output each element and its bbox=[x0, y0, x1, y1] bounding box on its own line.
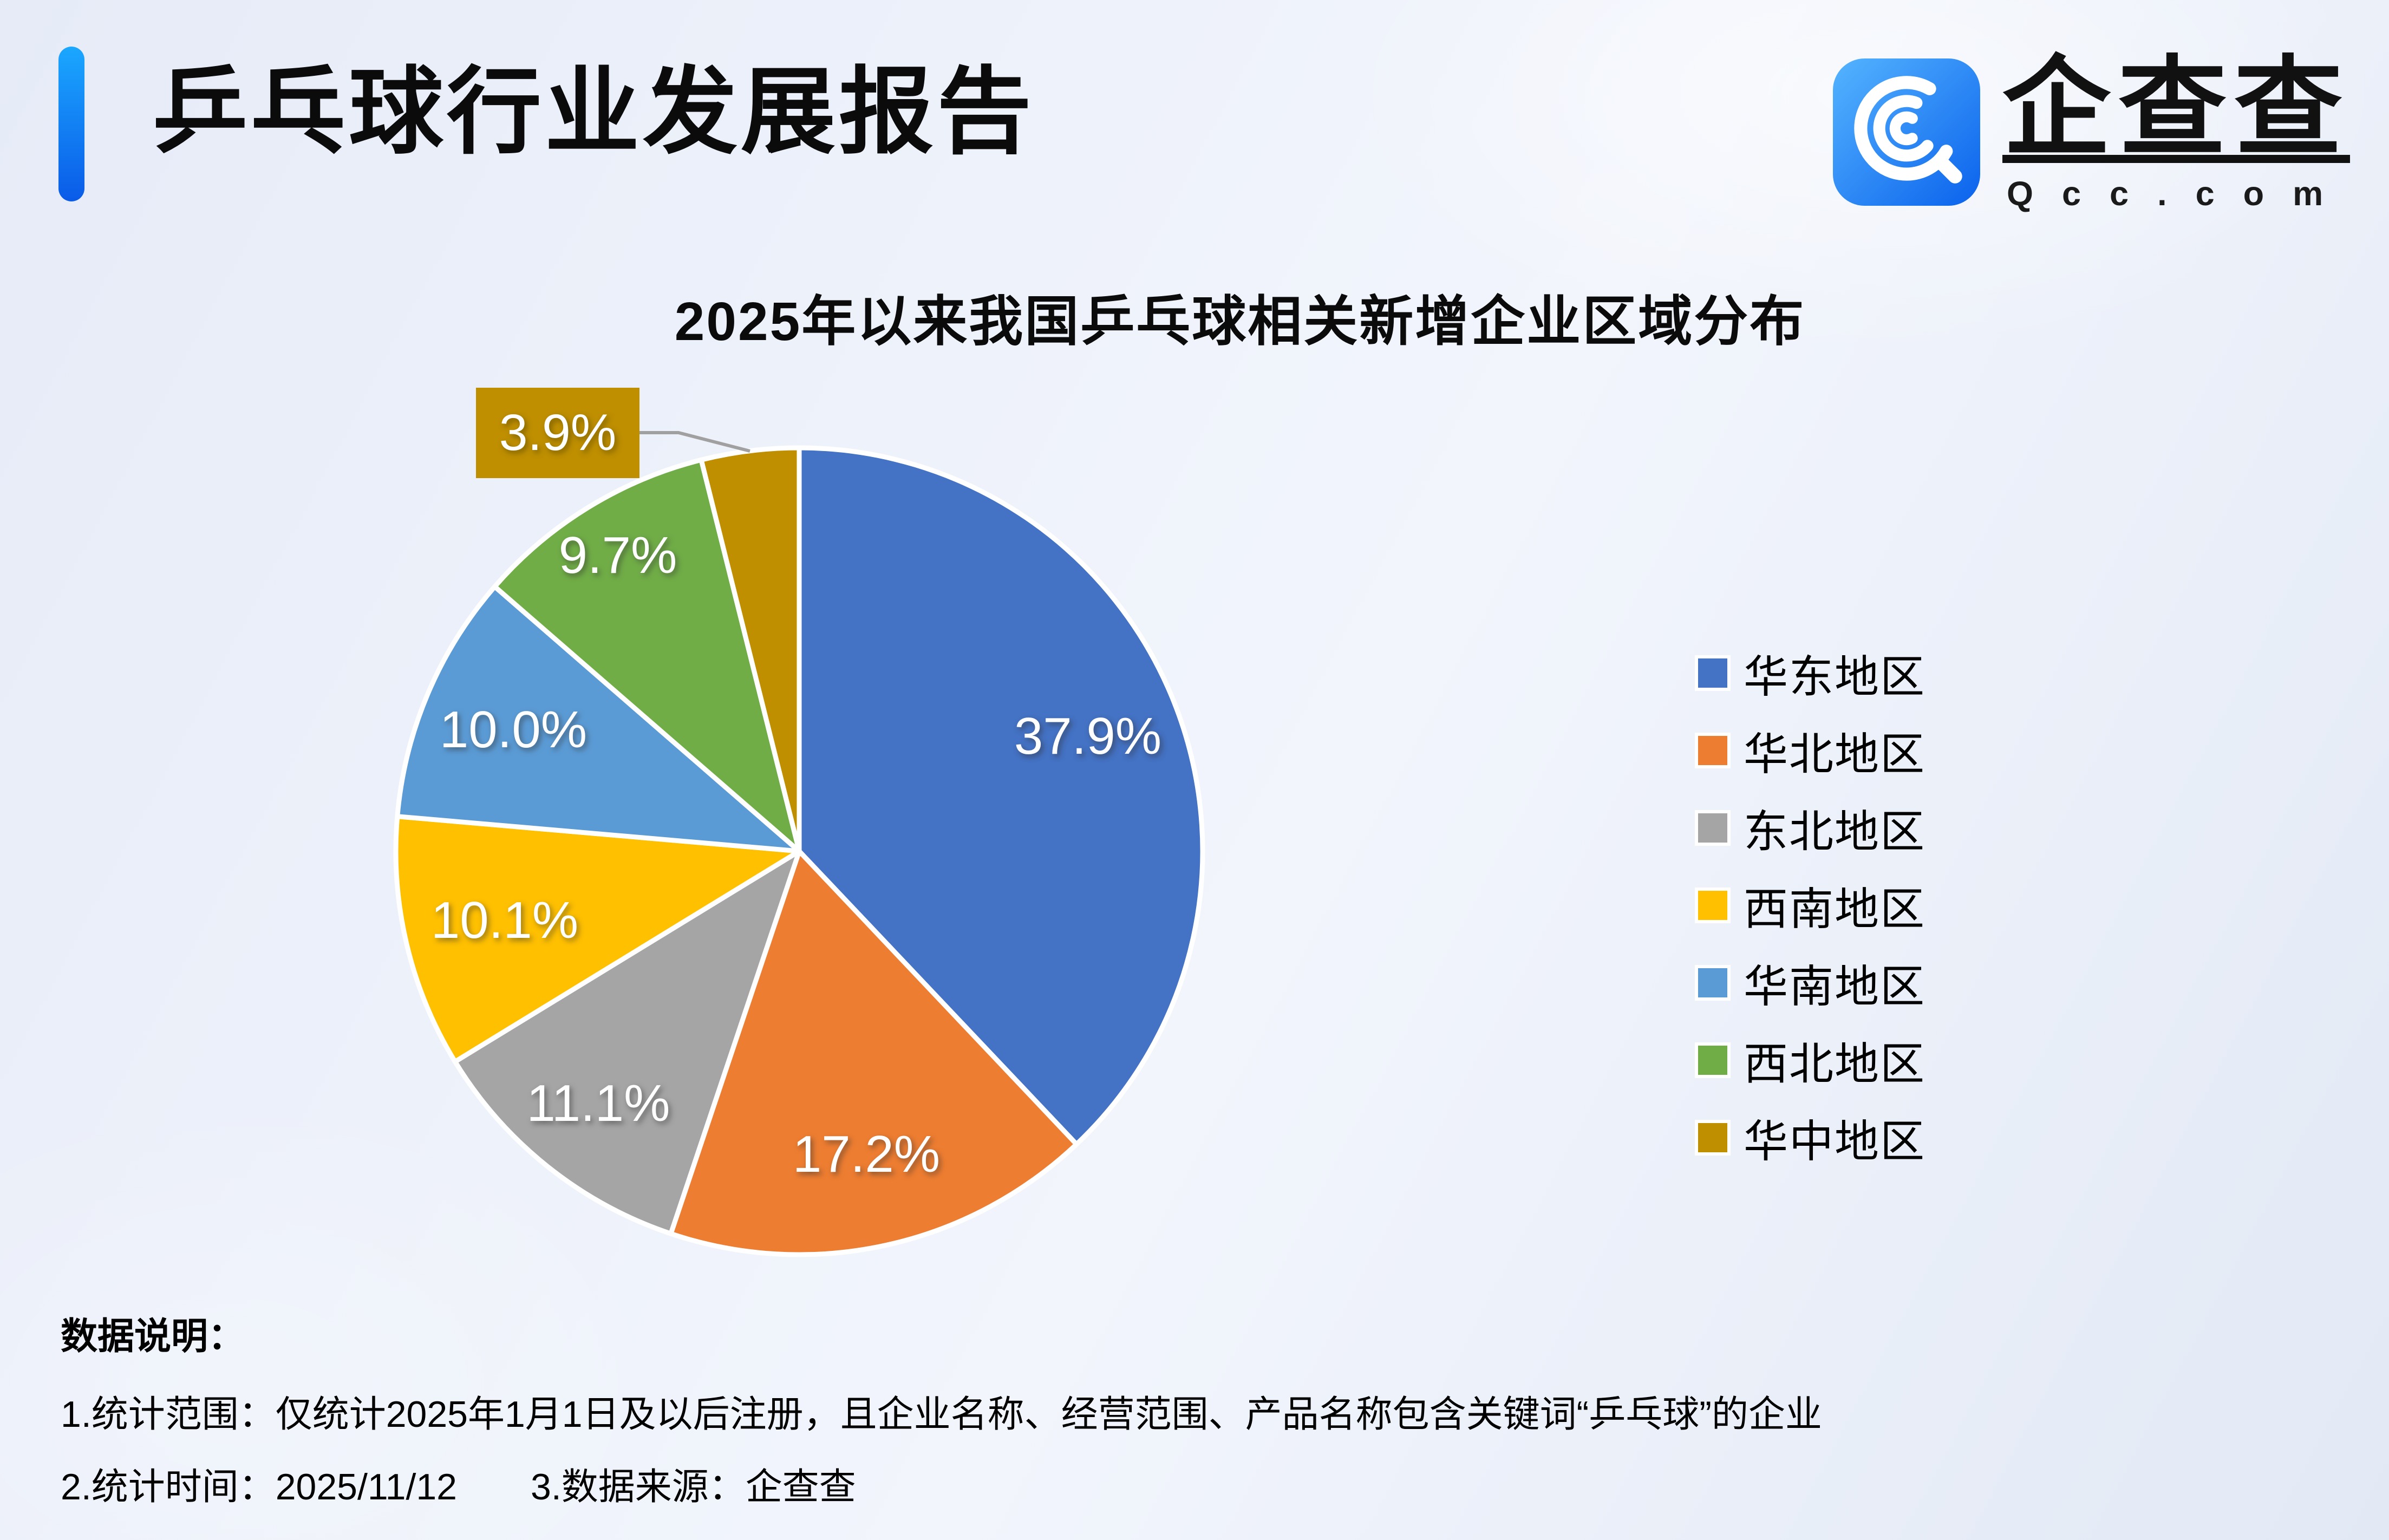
pie-slice-label-华南地区: 10.0% bbox=[439, 701, 588, 759]
pie-slice-label-东北地区: 11.1% bbox=[526, 1074, 670, 1132]
pie-slice-label-华北地区: 17.2% bbox=[792, 1125, 941, 1183]
legend-label: 东北地区 bbox=[1744, 807, 1926, 857]
pie-slice-华南地区 bbox=[395, 584, 802, 854]
chart-legend: 华东地区华北地区东北地区西南地区华南地区西北地区华中地区 bbox=[1695, 634, 1925, 1176]
pie-slice-label-西北地区: 9.7% bbox=[558, 526, 677, 584]
logo-brand-name: 企查查 bbox=[2002, 48, 2351, 168]
legend-item-华东地区: 华东地区 bbox=[1695, 634, 1925, 712]
legend-label: 华东地区 bbox=[1744, 652, 1926, 702]
legend-label: 华北地区 bbox=[1744, 730, 1926, 779]
legend-item-华中地区: 华中地区 bbox=[1695, 1099, 1925, 1176]
chart-title: 2025年以来我国乒乓球相关新增企业区域分布 bbox=[674, 291, 1806, 352]
pie-slice-东北地区 bbox=[452, 849, 802, 1236]
qcc-logo-icon bbox=[1833, 58, 1980, 206]
legend-swatch bbox=[1695, 964, 1731, 1001]
legend-label: 西北地区 bbox=[1744, 1040, 1926, 1089]
callout-label-huazhong: 3.9% bbox=[476, 388, 639, 478]
legend-label: 华中地区 bbox=[1744, 1117, 1926, 1166]
legend-swatch bbox=[1695, 1042, 1731, 1078]
legend-item-华北地区: 华北地区 bbox=[1695, 712, 1925, 789]
pie-slice-label-西南地区: 10.1% bbox=[430, 891, 579, 949]
legend-swatch bbox=[1695, 732, 1731, 768]
legend-item-西南地区: 西南地区 bbox=[1695, 866, 1925, 944]
legend-item-西北地区: 西北地区 bbox=[1695, 1021, 1925, 1099]
legend-swatch bbox=[1695, 655, 1731, 691]
pie-slice-华东地区 bbox=[797, 445, 1205, 1147]
footer-note-1: 1.统计范围：仅统计2025年1月1日及以后注册，且企业名称、经营范围、产品名称… bbox=[61, 1394, 1822, 1435]
title-accent-bar bbox=[58, 47, 84, 201]
footer-heading: 数据说明： bbox=[61, 1316, 245, 1357]
footer-note-2: 2.统计时间：2025/11/12 3.数据来源：企查查 bbox=[61, 1466, 856, 1508]
legend-swatch bbox=[1695, 1119, 1731, 1156]
logo-domain: Qcc.com bbox=[2007, 175, 2352, 213]
pie-slice-西南地区 bbox=[393, 814, 802, 1065]
legend-swatch bbox=[1695, 810, 1731, 846]
callout-value: 3.9% bbox=[499, 404, 617, 461]
callout-leader-line bbox=[639, 431, 750, 453]
pie-slice-西北地区 bbox=[492, 457, 802, 854]
legend-item-华南地区: 华南地区 bbox=[1695, 944, 1925, 1021]
pie-slice-华北地区 bbox=[668, 849, 1079, 1257]
legend-item-东北地区: 东北地区 bbox=[1695, 789, 1925, 866]
qcc-logo bbox=[1833, 58, 1980, 208]
page-title: 乒乓球行业发展报告 bbox=[153, 60, 1035, 165]
legend-swatch bbox=[1695, 887, 1731, 923]
pie-slice-label-华东地区: 37.9% bbox=[1014, 707, 1162, 765]
pie-slices bbox=[393, 445, 1205, 1257]
legend-label: 西南地区 bbox=[1744, 885, 1926, 934]
legend-label: 华南地区 bbox=[1744, 962, 1926, 1012]
